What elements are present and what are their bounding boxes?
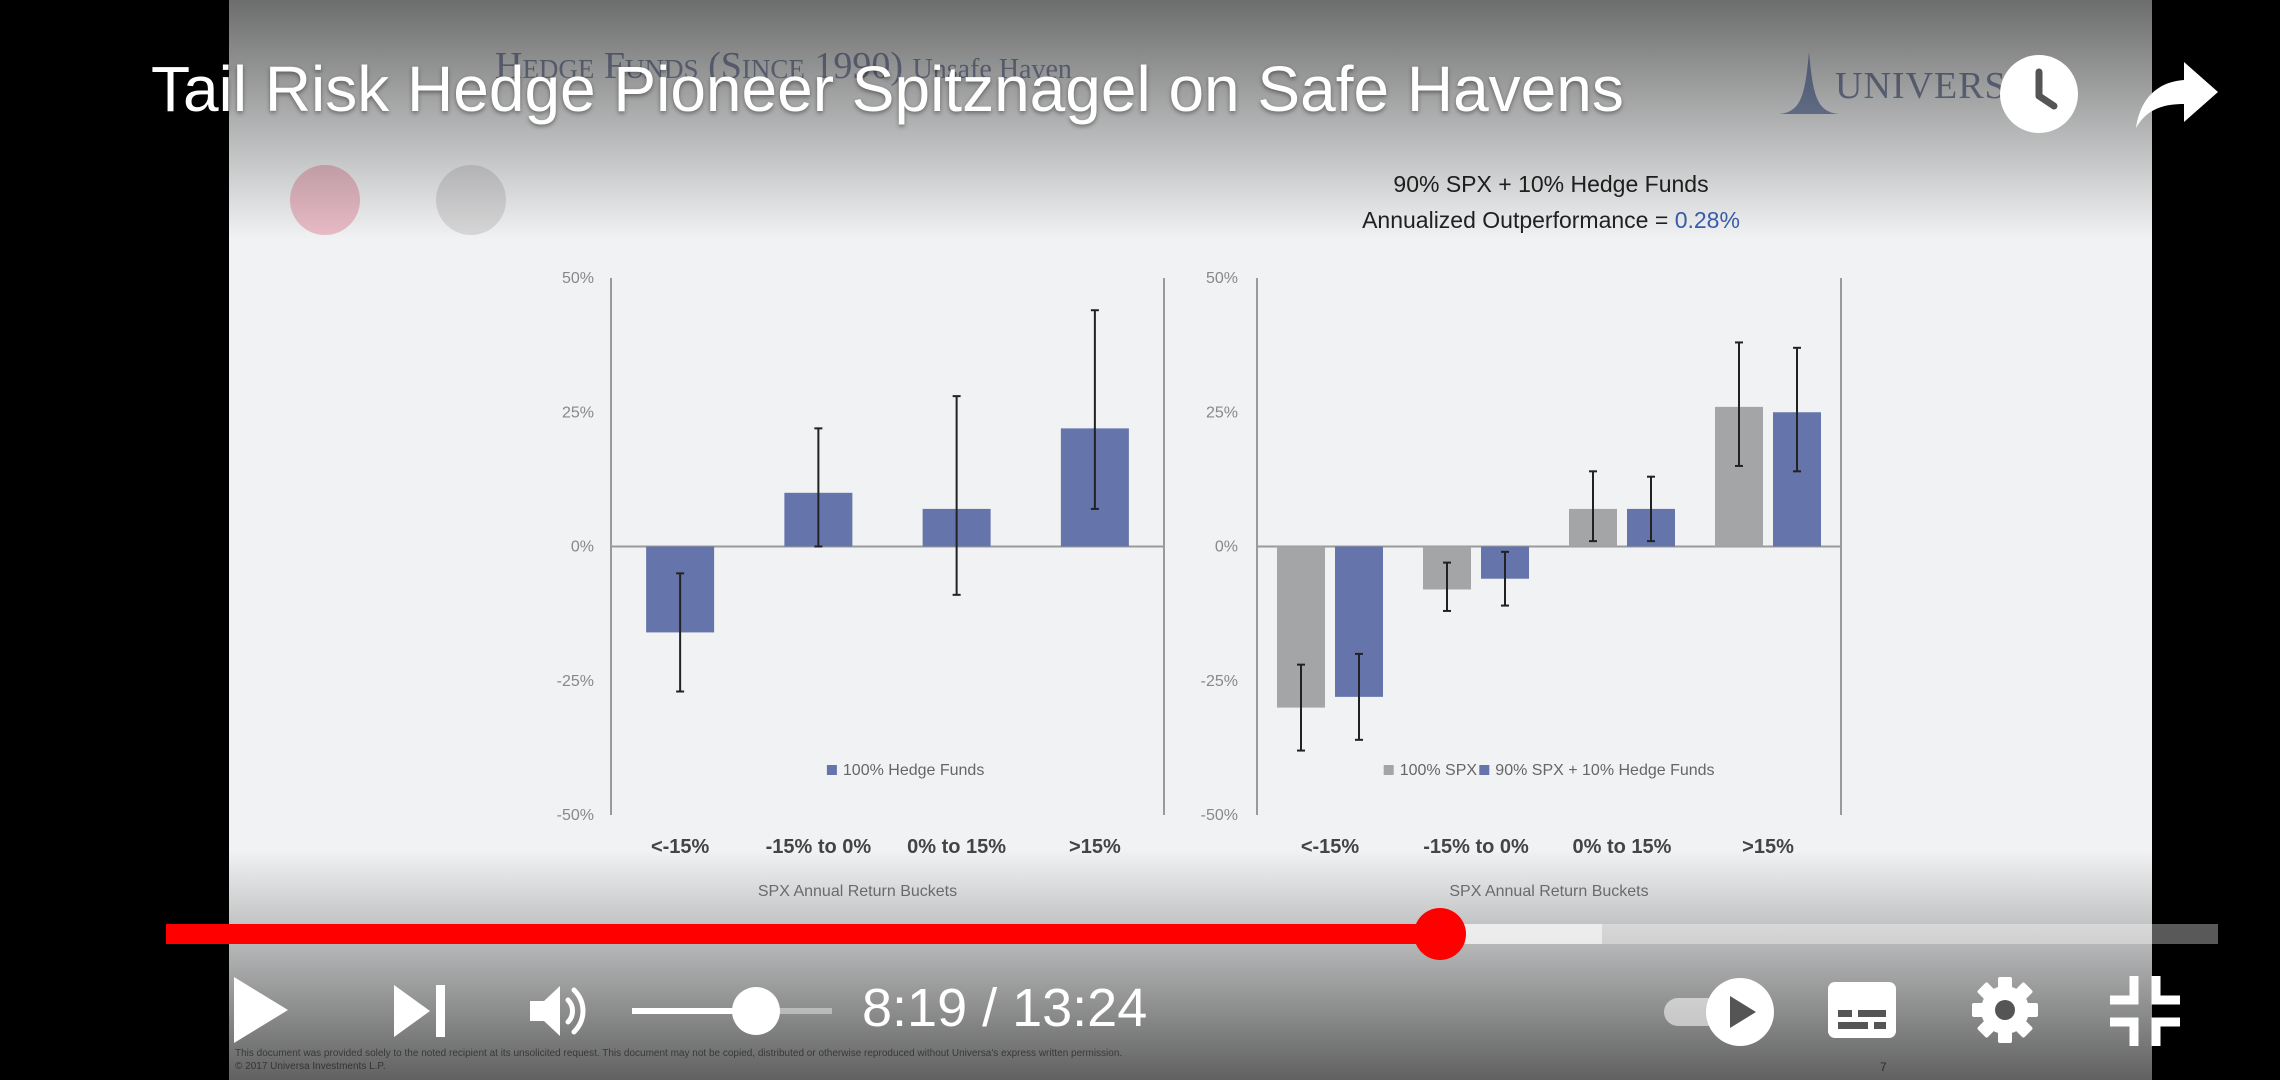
captions-icon [1828, 982, 1896, 1038]
volume-icon [530, 986, 586, 1036]
volume-level [632, 1008, 756, 1014]
volume-handle[interactable] [732, 987, 780, 1035]
volume-slider[interactable] [632, 987, 832, 1035]
chart1-legend-label: 100% Hedge Funds [843, 762, 984, 779]
time-display: 8:19 / 13:24 [862, 978, 1148, 1038]
watch-later-button[interactable] [1999, 54, 2079, 134]
settings-icon [1972, 977, 2038, 1043]
chart2-y-tick-label: -25% [1201, 673, 1238, 690]
autoplay-toggle-icon [1664, 978, 1774, 1046]
next-icon [394, 985, 445, 1037]
autoplay-toggle[interactable] [1660, 976, 1776, 1048]
share-button[interactable] [2134, 58, 2220, 132]
chart2-x-tick-label: >15% [1742, 836, 1794, 858]
progress-bar[interactable] [166, 908, 2218, 960]
chart1-y-tick-label: -50% [557, 807, 594, 824]
chart2-y-tick-label: -50% [1201, 807, 1238, 824]
chart1-x-tick-label: <-15% [651, 836, 710, 858]
watch-later-icon [2000, 55, 2078, 133]
captions-button[interactable] [1826, 978, 1898, 1042]
chart2-y-tick-label: 50% [1206, 270, 1238, 287]
chart2-legend-label: 90% SPX + 10% Hedge Funds [1495, 762, 1714, 779]
next-button[interactable] [392, 983, 448, 1039]
chart2-legend-swatch [1383, 765, 1394, 775]
progress-played [166, 924, 1441, 944]
chart2-y-tick-label: 0% [1215, 539, 1238, 556]
chart2-x-axis-label: SPX Annual Return Buckets [1449, 883, 1648, 900]
chart2-y-tick-label: 25% [1206, 404, 1238, 421]
settings-button[interactable] [1970, 975, 2040, 1045]
chart1-y-tick-label: 25% [562, 404, 594, 421]
chart1-y-tick-label: 50% [562, 270, 594, 287]
chart1-x-tick-label: 0% to 15% [907, 836, 1006, 858]
chart1-x-tick-label: -15% to 0% [766, 836, 872, 858]
chart2-subtitle-value: 0.28% [1675, 207, 1740, 233]
chart2-x-tick-label: <-15% [1301, 836, 1360, 858]
play-icon [234, 977, 288, 1043]
chart2-x-tick-label: 0% to 15% [1573, 836, 1672, 858]
chart1-x-axis-label: SPX Annual Return Buckets [758, 883, 957, 900]
video-title[interactable]: Tail Risk Hedge Pioneer Spitznagel on Sa… [151, 53, 1624, 125]
chart1-y-tick-label: 0% [571, 539, 594, 556]
chart2-legend-swatch [1479, 765, 1490, 775]
chart1-legend-swatch [826, 765, 837, 775]
chart2-legend-label: 100% SPX [1400, 762, 1478, 779]
chart2-x-tick-label: -15% to 0% [1423, 836, 1529, 858]
volume-button[interactable] [526, 978, 592, 1044]
share-icon [2136, 62, 2218, 128]
chart1-y-tick-label: -25% [557, 673, 594, 690]
chart2-subtitle: Annualized Outperformance = 0.28% [1362, 207, 1740, 233]
chart1-x-tick-label: >15% [1069, 836, 1121, 858]
exit-fullscreen-button[interactable] [2109, 975, 2181, 1047]
play-button[interactable] [230, 975, 290, 1045]
chart2-title: 90% SPX + 10% Hedge Funds [1393, 171, 1708, 197]
progress-scrubber[interactable] [1414, 908, 1467, 960]
exit-fullscreen-icon [2109, 975, 2181, 1047]
